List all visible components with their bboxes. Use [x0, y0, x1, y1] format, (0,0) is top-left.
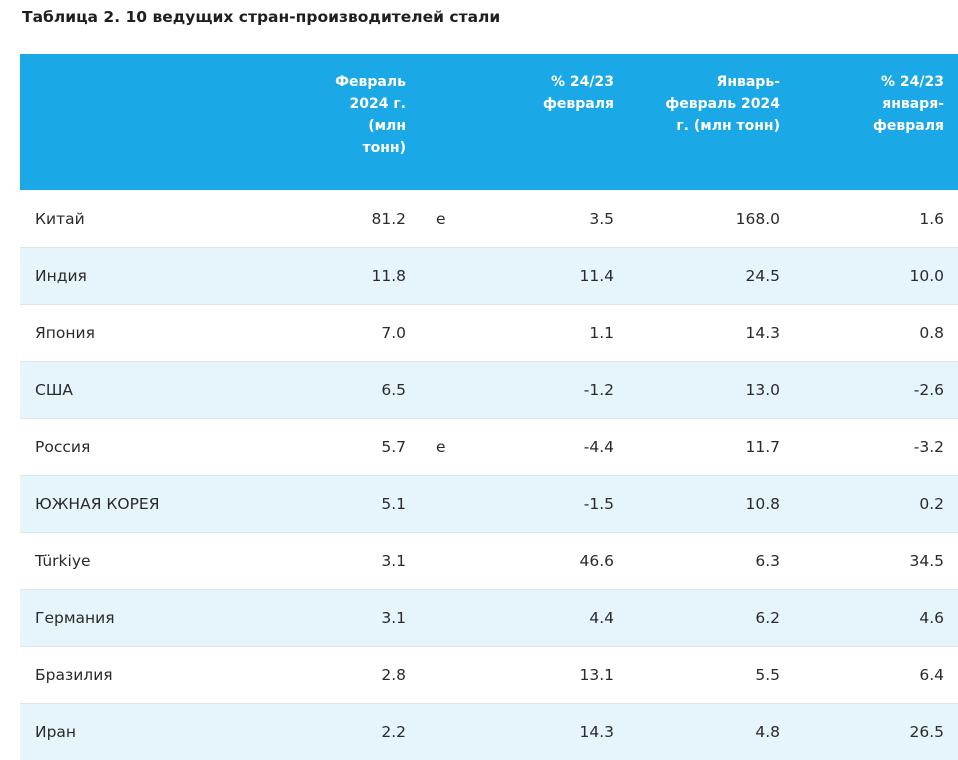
cell-feb-2024: 3.1 [381, 609, 406, 627]
table-row: Япония 7.0 1.1 14.3 0.8 [20, 304, 958, 361]
cell-pct-janfeb: 1.6 [919, 209, 944, 228]
cell-janfeb-2024: 5.5 [755, 666, 780, 684]
cell-pct-feb: 11.4 [579, 267, 614, 285]
cell-pct-feb: 1.1 [589, 324, 614, 342]
table-body: Китай 81.2 e 3.5 168.0 1.6 Индия 11.8 11.4 24.5 10… [20, 190, 958, 760]
cell-janfeb-2024: 10.8 [745, 495, 780, 513]
cell-feb-2024: 3.1 [381, 552, 406, 570]
cell-pct-feb: 13.1 [579, 666, 614, 684]
table-row: ЮЖНАЯ КОРЕЯ 5.1 -1.5 10.8 0.2 [20, 475, 958, 532]
cell-janfeb-2024: 6.3 [755, 552, 780, 570]
table-title: Таблица 2. 10 ведущих стран-производител… [22, 8, 501, 26]
cell-pct-feb: 46.6 [579, 552, 614, 570]
cell-pct-janfeb: 0.8 [919, 324, 944, 342]
cell-feb-2024: 11.8 [371, 267, 406, 285]
cell-pct-janfeb: 34.5 [909, 552, 944, 570]
table-row: Германия 3.1 4.4 6.2 4.6 [20, 589, 958, 646]
cell-janfeb-2024: 6.2 [755, 609, 780, 627]
table-header: Февраль 2024 г. (млн тонн) % 24/23 февра… [20, 54, 958, 190]
header-pct-janfeb: % 24/23 января- февраля [873, 74, 944, 134]
cell-pct-feb: 3.5 [589, 209, 614, 228]
header-country [20, 54, 220, 190]
cell-janfeb-2024: 14.3 [745, 324, 780, 342]
cell-country: ЮЖНАЯ КОРЕЯ [35, 495, 160, 513]
table-row: Бразилия 2.8 13.1 5.5 6.4 [20, 646, 958, 703]
cell-flag: e [436, 438, 446, 456]
cell-janfeb-2024: 168.0 [735, 209, 780, 228]
cell-pct-janfeb: -3.2 [913, 438, 944, 456]
cell-feb-2024: 5.1 [381, 495, 406, 513]
steel-producers-table: Февраль 2024 г. (млн тонн) % 24/23 февра… [20, 54, 958, 760]
cell-country: Россия [35, 438, 91, 456]
cell-janfeb-2024: 24.5 [745, 267, 780, 285]
cell-pct-janfeb: 6.4 [919, 666, 944, 684]
table-row: Китай 81.2 e 3.5 168.0 1.6 [20, 190, 958, 247]
cell-pct-feb: -4.4 [583, 438, 614, 456]
cell-pct-feb: 14.3 [579, 723, 614, 741]
cell-flag: e [436, 209, 446, 228]
header-feb-2024: Февраль 2024 г. (млн тонн) [335, 74, 406, 156]
cell-pct-janfeb: 10.0 [909, 267, 944, 285]
header-pct-feb: % 24/23 февраля [543, 74, 614, 112]
cell-pct-feb: -1.5 [583, 495, 614, 513]
cell-feb-2024: 2.8 [381, 666, 406, 684]
cell-feb-2024: 7.0 [381, 324, 406, 342]
cell-country: Türkiye [35, 552, 91, 570]
cell-country: США [35, 381, 74, 399]
table-row: Индия 11.8 11.4 24.5 10.0 [20, 247, 958, 304]
table-row: Иран 2.2 14.3 4.8 26.5 [20, 703, 958, 760]
cell-pct-janfeb: 26.5 [909, 723, 944, 741]
cell-country: Япония [35, 324, 95, 342]
cell-country: Индия [35, 267, 87, 285]
cell-country: Иран [35, 723, 77, 741]
cell-pct-feb: 4.4 [589, 609, 614, 627]
cell-feb-2024: 6.5 [381, 381, 406, 399]
cell-country: Германия [35, 609, 115, 627]
cell-country: Китай [35, 209, 85, 228]
cell-pct-feb: -1.2 [583, 381, 614, 399]
table-row: Россия 5.7 e -4.4 11.7 -3.2 [20, 418, 958, 475]
table-row: Türkiye 3.1 46.6 6.3 34.5 [20, 532, 958, 589]
cell-pct-janfeb: -2.6 [913, 381, 944, 399]
cell-feb-2024: 5.7 [381, 438, 406, 456]
header-janfeb-2024: Январь- февраль 2024 г. (млн тонн) [665, 74, 780, 134]
cell-feb-2024: 2.2 [381, 723, 406, 741]
cell-pct-janfeb: 0.2 [919, 495, 944, 513]
header-flag [406, 54, 466, 190]
cell-janfeb-2024: 13.0 [745, 381, 780, 399]
cell-pct-janfeb: 4.6 [919, 609, 944, 627]
table-row: США 6.5 -1.2 13.0 -2.6 [20, 361, 958, 418]
cell-janfeb-2024: 4.8 [755, 723, 780, 741]
cell-feb-2024: 81.2 [371, 209, 406, 228]
cell-janfeb-2024: 11.7 [745, 438, 780, 456]
cell-country: Бразилия [35, 666, 113, 684]
